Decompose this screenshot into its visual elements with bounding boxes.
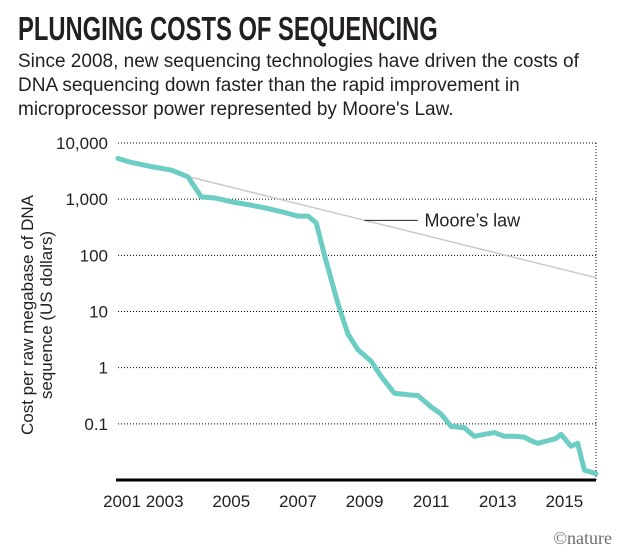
y-tick-labels: 10,000 1,000 100 10 1 0.1 (56, 134, 108, 434)
y-tick-label: 1,000 (65, 190, 108, 209)
x-tick-label: 2015 (545, 492, 583, 511)
series-layer (115, 155, 599, 477)
x-tick-label: 2003 (146, 492, 184, 511)
grid-layer (116, 142, 597, 482)
sequencing-cost-line (115, 155, 599, 477)
y-tick-label: 100 (80, 246, 108, 265)
y-tick-label: 0.1 (84, 415, 108, 434)
x-tick-label: 2011 (413, 492, 450, 511)
moores-law-line (171, 171, 597, 279)
x-tick-label: 2001 (103, 492, 141, 511)
y-tick-label: 1 (99, 359, 108, 378)
chart-title: PLUNGING COSTS OF SEQUENCING (18, 10, 438, 47)
x-tick-label: 2009 (346, 492, 384, 511)
moores-law-annotation: Moore’s law (424, 210, 521, 230)
x-tick-label: 2007 (279, 492, 317, 511)
nature-credit: ©nature (553, 528, 612, 548)
y-tick-label: 10 (89, 303, 108, 322)
x-tick-label: 2013 (479, 492, 517, 511)
x-tick-labels: 2001 2003 2005 2007 2009 2011 2013 2015 (103, 492, 583, 511)
x-tick-label: 2005 (212, 492, 250, 511)
chart-subtitle: Since 2008, new sequencing technologies … (18, 51, 579, 120)
y-tick-label: 10,000 (56, 134, 108, 153)
annotation-layer: Moore’s law (364, 210, 521, 230)
